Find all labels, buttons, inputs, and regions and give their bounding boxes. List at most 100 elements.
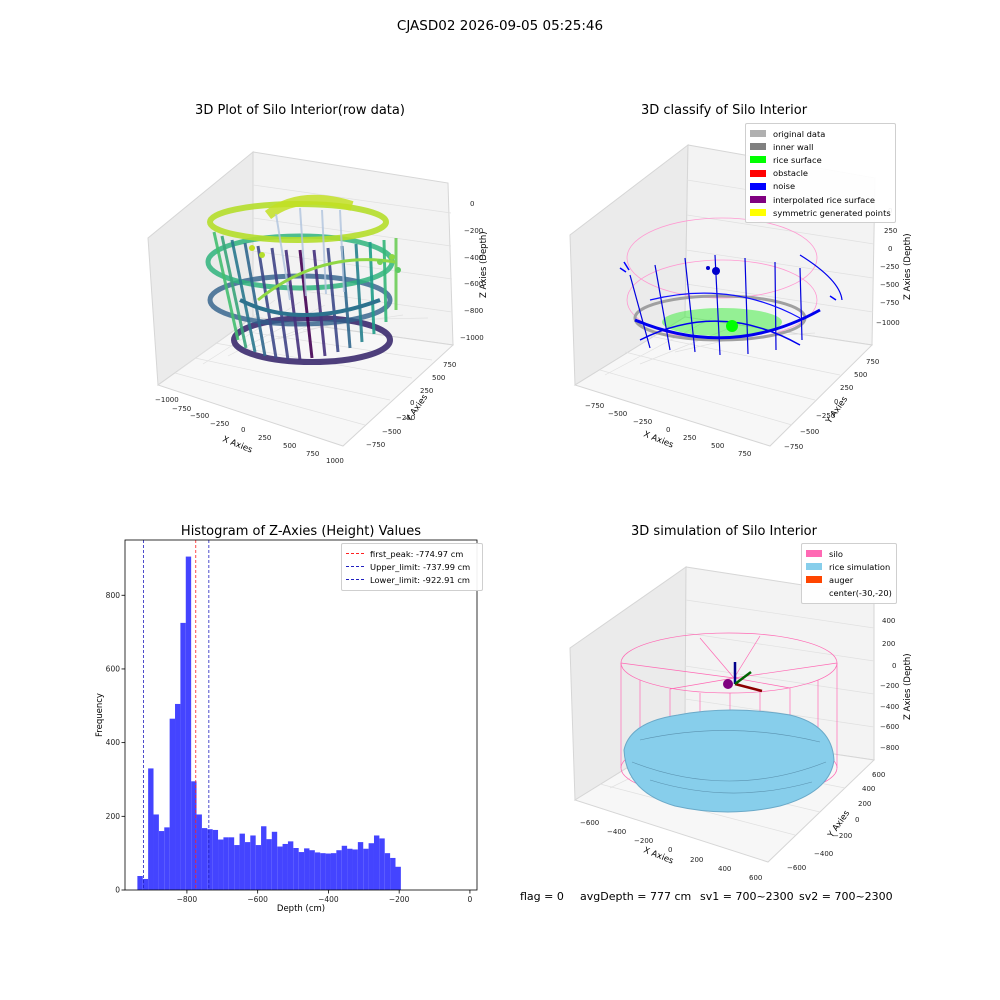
legend-label: rice simulation bbox=[829, 561, 891, 572]
histogram-bar bbox=[304, 848, 310, 890]
classify-z-tick: 0 bbox=[888, 245, 892, 253]
classify-legend: original data inner wall rice surface ob… bbox=[745, 123, 896, 224]
classify-x-tick: −250 bbox=[633, 418, 652, 426]
histogram-bar bbox=[244, 842, 251, 890]
histogram-bar bbox=[207, 829, 213, 890]
classify-y-tick: 750 bbox=[866, 358, 879, 366]
legend-item-first-peak: first_peak: -774.97 cm bbox=[346, 547, 478, 560]
histogram-bar bbox=[368, 843, 374, 890]
raw-x-tick: −500 bbox=[190, 412, 209, 420]
raw-z-tick: −400 bbox=[464, 254, 483, 262]
histogram-bar bbox=[298, 852, 305, 890]
legend-swatch bbox=[750, 156, 766, 164]
classify-z-tick: −250 bbox=[880, 263, 899, 271]
histogram-bar bbox=[239, 833, 245, 890]
sim-x-tick: 200 bbox=[690, 856, 703, 864]
legend-item-inner-wall: inner wall bbox=[750, 140, 891, 153]
legend-swatch bbox=[806, 590, 822, 597]
raw-x-label: X Axies bbox=[221, 435, 254, 456]
raw-y-tick: 250 bbox=[420, 387, 433, 395]
classify-x-ticks: −750 −500 −250 0 250 500 750 bbox=[585, 402, 751, 458]
sim-legend: silo rice simulation auger center(-30,-2… bbox=[801, 543, 897, 604]
histogram-bar bbox=[320, 853, 326, 890]
sim-z-tick: 400 bbox=[882, 617, 895, 625]
legend-item-noise: noise bbox=[750, 180, 891, 193]
histogram-bar bbox=[164, 827, 170, 890]
legend-label: first_peak: -774.97 cm bbox=[370, 548, 464, 559]
sim-x-ticks: −600 −400 −200 0 200 400 600 bbox=[580, 819, 762, 882]
footer-sv1: sv1 = 700~2300 bbox=[700, 890, 794, 903]
sim-z-tick: −400 bbox=[880, 703, 899, 711]
classify-z-tick: −500 bbox=[880, 281, 899, 289]
raw-z-tick: −200 bbox=[464, 227, 483, 235]
raw-z-label: Z Axies (Depth) bbox=[479, 231, 489, 298]
classify-x-tick: 0 bbox=[666, 426, 670, 434]
histogram-bar bbox=[234, 845, 240, 890]
classify-y-tick: 500 bbox=[854, 371, 867, 379]
histogram-bar bbox=[266, 839, 272, 890]
histogram-title: Histogram of Z-Axies (Height) Values bbox=[180, 524, 422, 539]
legend-swatch bbox=[806, 576, 822, 584]
raw-y-label: Y Axies bbox=[404, 392, 431, 424]
legend-line bbox=[346, 579, 364, 581]
histogram-x-label: Depth (cm) bbox=[277, 904, 325, 914]
sim-z-label: Z Axies (Depth) bbox=[903, 653, 913, 720]
histogram-bar bbox=[277, 846, 283, 890]
raw-z-tick: −1000 bbox=[460, 334, 484, 342]
sim-x-tick: 600 bbox=[749, 874, 762, 882]
raw-z-tick: −800 bbox=[464, 307, 483, 315]
sim-plot-title: 3D simulation of Silo Interior bbox=[631, 524, 817, 539]
sim-y-tick: 200 bbox=[858, 800, 871, 808]
sim-y-tick: −600 bbox=[787, 864, 806, 872]
histogram-bar bbox=[330, 853, 337, 890]
raw-x-tick: −750 bbox=[172, 405, 191, 413]
histogram-bar bbox=[287, 841, 294, 890]
histogram-tick-marks bbox=[121, 594, 471, 894]
legend-item-original-data: original data bbox=[750, 127, 891, 140]
histogram-bar bbox=[228, 837, 235, 890]
sim-z-tick: 0 bbox=[892, 662, 896, 670]
raw-y-tick: 0 bbox=[410, 399, 414, 407]
footer-sv2: sv2 = 700~2300 bbox=[799, 890, 893, 903]
classify-y-tick: −750 bbox=[784, 443, 803, 451]
legend-label: center(-30,-20) bbox=[829, 588, 892, 599]
legend-item-symmetric: symmetric generated points bbox=[750, 206, 891, 219]
histogram-y-tick: 600 bbox=[106, 664, 121, 673]
histogram-y-tick: 200 bbox=[106, 812, 121, 821]
classify-plot-title: 3D classify of Silo Interior bbox=[640, 103, 808, 118]
histogram-bar bbox=[282, 843, 288, 890]
histogram-y-tick: 400 bbox=[106, 738, 121, 747]
sim-y-tick: 600 bbox=[872, 771, 885, 779]
sim-z-tick: 200 bbox=[882, 640, 895, 648]
raw-y-tick: −250 bbox=[396, 414, 415, 422]
raw-y-ticks: −750 −500 −250 0 250 500 750 bbox=[366, 361, 456, 449]
sim-x-tick: −200 bbox=[634, 837, 653, 845]
sim-z-tick: −600 bbox=[880, 723, 899, 731]
histogram-bar bbox=[158, 831, 165, 890]
raw-z-ticks: 0 −200 −400 −600 −800 −1000 bbox=[460, 200, 484, 342]
sim-x-tick: −400 bbox=[607, 828, 626, 836]
histogram-bar bbox=[271, 831, 278, 890]
raw-plot-3d: −1000 −750 −500 −250 0 250 500 750 1000 … bbox=[147, 150, 489, 465]
legend-swatch bbox=[750, 209, 766, 217]
classify-x-tick: 500 bbox=[711, 442, 724, 450]
classify-x-tick: −500 bbox=[608, 410, 627, 418]
classify-z-ticks: 0 250 0 −250 −500 −750 −1000 bbox=[876, 207, 900, 327]
histogram-bar bbox=[180, 622, 186, 890]
legend-line bbox=[346, 566, 364, 568]
sim-y-tick: −400 bbox=[814, 850, 833, 858]
raw-y-tick: 750 bbox=[443, 361, 456, 369]
histogram-bar bbox=[261, 826, 267, 890]
raw-x-tick: 0 bbox=[241, 426, 245, 434]
legend-label: original data bbox=[773, 128, 826, 139]
legend-item-lower-limit: Lower_limit: -922.91 cm bbox=[346, 573, 478, 586]
histogram-bar bbox=[395, 866, 401, 890]
footer-flag: flag = 0 bbox=[520, 890, 564, 903]
raw-plot-title: 3D Plot of Silo Interior(row data) bbox=[195, 103, 405, 118]
legend-label: inner wall bbox=[773, 141, 814, 152]
classify-x-tick: −750 bbox=[585, 402, 604, 410]
raw-x-tick: 250 bbox=[258, 434, 271, 442]
raw-data-points bbox=[205, 194, 401, 365]
histogram-y-tick: 0 bbox=[115, 886, 120, 895]
histogram-bar bbox=[373, 835, 380, 890]
